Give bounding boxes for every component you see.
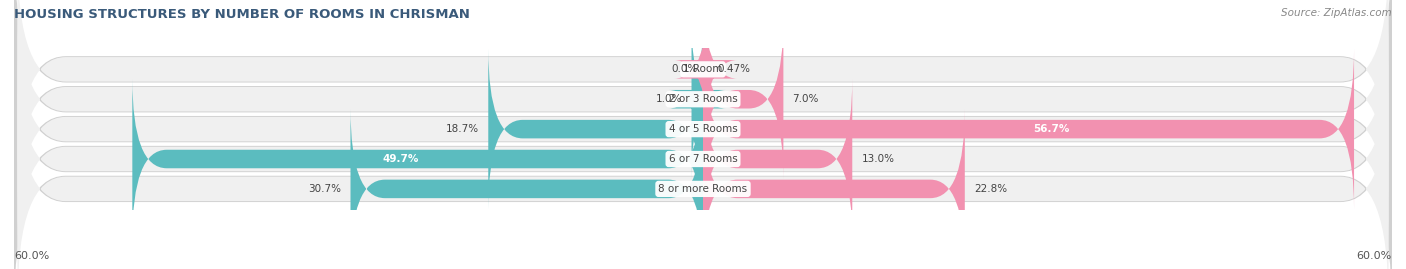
Text: 1 Room: 1 Room: [683, 64, 723, 74]
Text: 1.0%: 1.0%: [657, 94, 682, 104]
FancyBboxPatch shape: [14, 38, 1392, 269]
Text: 60.0%: 60.0%: [1357, 251, 1392, 261]
Text: 56.7%: 56.7%: [1033, 124, 1070, 134]
Text: 18.7%: 18.7%: [446, 124, 479, 134]
Text: 30.7%: 30.7%: [308, 184, 342, 194]
FancyBboxPatch shape: [17, 46, 1389, 269]
FancyBboxPatch shape: [703, 108, 965, 269]
FancyBboxPatch shape: [14, 0, 1392, 221]
FancyBboxPatch shape: [17, 16, 1389, 242]
FancyBboxPatch shape: [488, 49, 703, 210]
FancyBboxPatch shape: [673, 0, 738, 150]
Text: 8 or more Rooms: 8 or more Rooms: [658, 184, 748, 194]
Text: 0.0%: 0.0%: [671, 64, 697, 74]
FancyBboxPatch shape: [669, 19, 725, 180]
FancyBboxPatch shape: [132, 79, 703, 239]
Text: 2 or 3 Rooms: 2 or 3 Rooms: [669, 94, 737, 104]
FancyBboxPatch shape: [14, 68, 1392, 269]
Text: HOUSING STRUCTURES BY NUMBER OF ROOMS IN CHRISMAN: HOUSING STRUCTURES BY NUMBER OF ROOMS IN…: [14, 8, 470, 21]
Text: 13.0%: 13.0%: [862, 154, 894, 164]
FancyBboxPatch shape: [703, 19, 783, 180]
FancyBboxPatch shape: [703, 49, 1354, 210]
FancyBboxPatch shape: [703, 79, 852, 239]
Text: 60.0%: 60.0%: [14, 251, 49, 261]
Text: 4 or 5 Rooms: 4 or 5 Rooms: [669, 124, 737, 134]
Text: 6 or 7 Rooms: 6 or 7 Rooms: [669, 154, 737, 164]
FancyBboxPatch shape: [350, 108, 703, 269]
FancyBboxPatch shape: [14, 8, 1392, 250]
Text: 22.8%: 22.8%: [974, 184, 1007, 194]
Text: 49.7%: 49.7%: [382, 154, 419, 164]
Text: 7.0%: 7.0%: [793, 94, 818, 104]
FancyBboxPatch shape: [17, 76, 1389, 269]
Text: Source: ZipAtlas.com: Source: ZipAtlas.com: [1281, 8, 1392, 18]
FancyBboxPatch shape: [14, 0, 1392, 191]
FancyBboxPatch shape: [17, 0, 1389, 183]
FancyBboxPatch shape: [17, 0, 1389, 213]
Text: 0.47%: 0.47%: [717, 64, 751, 74]
